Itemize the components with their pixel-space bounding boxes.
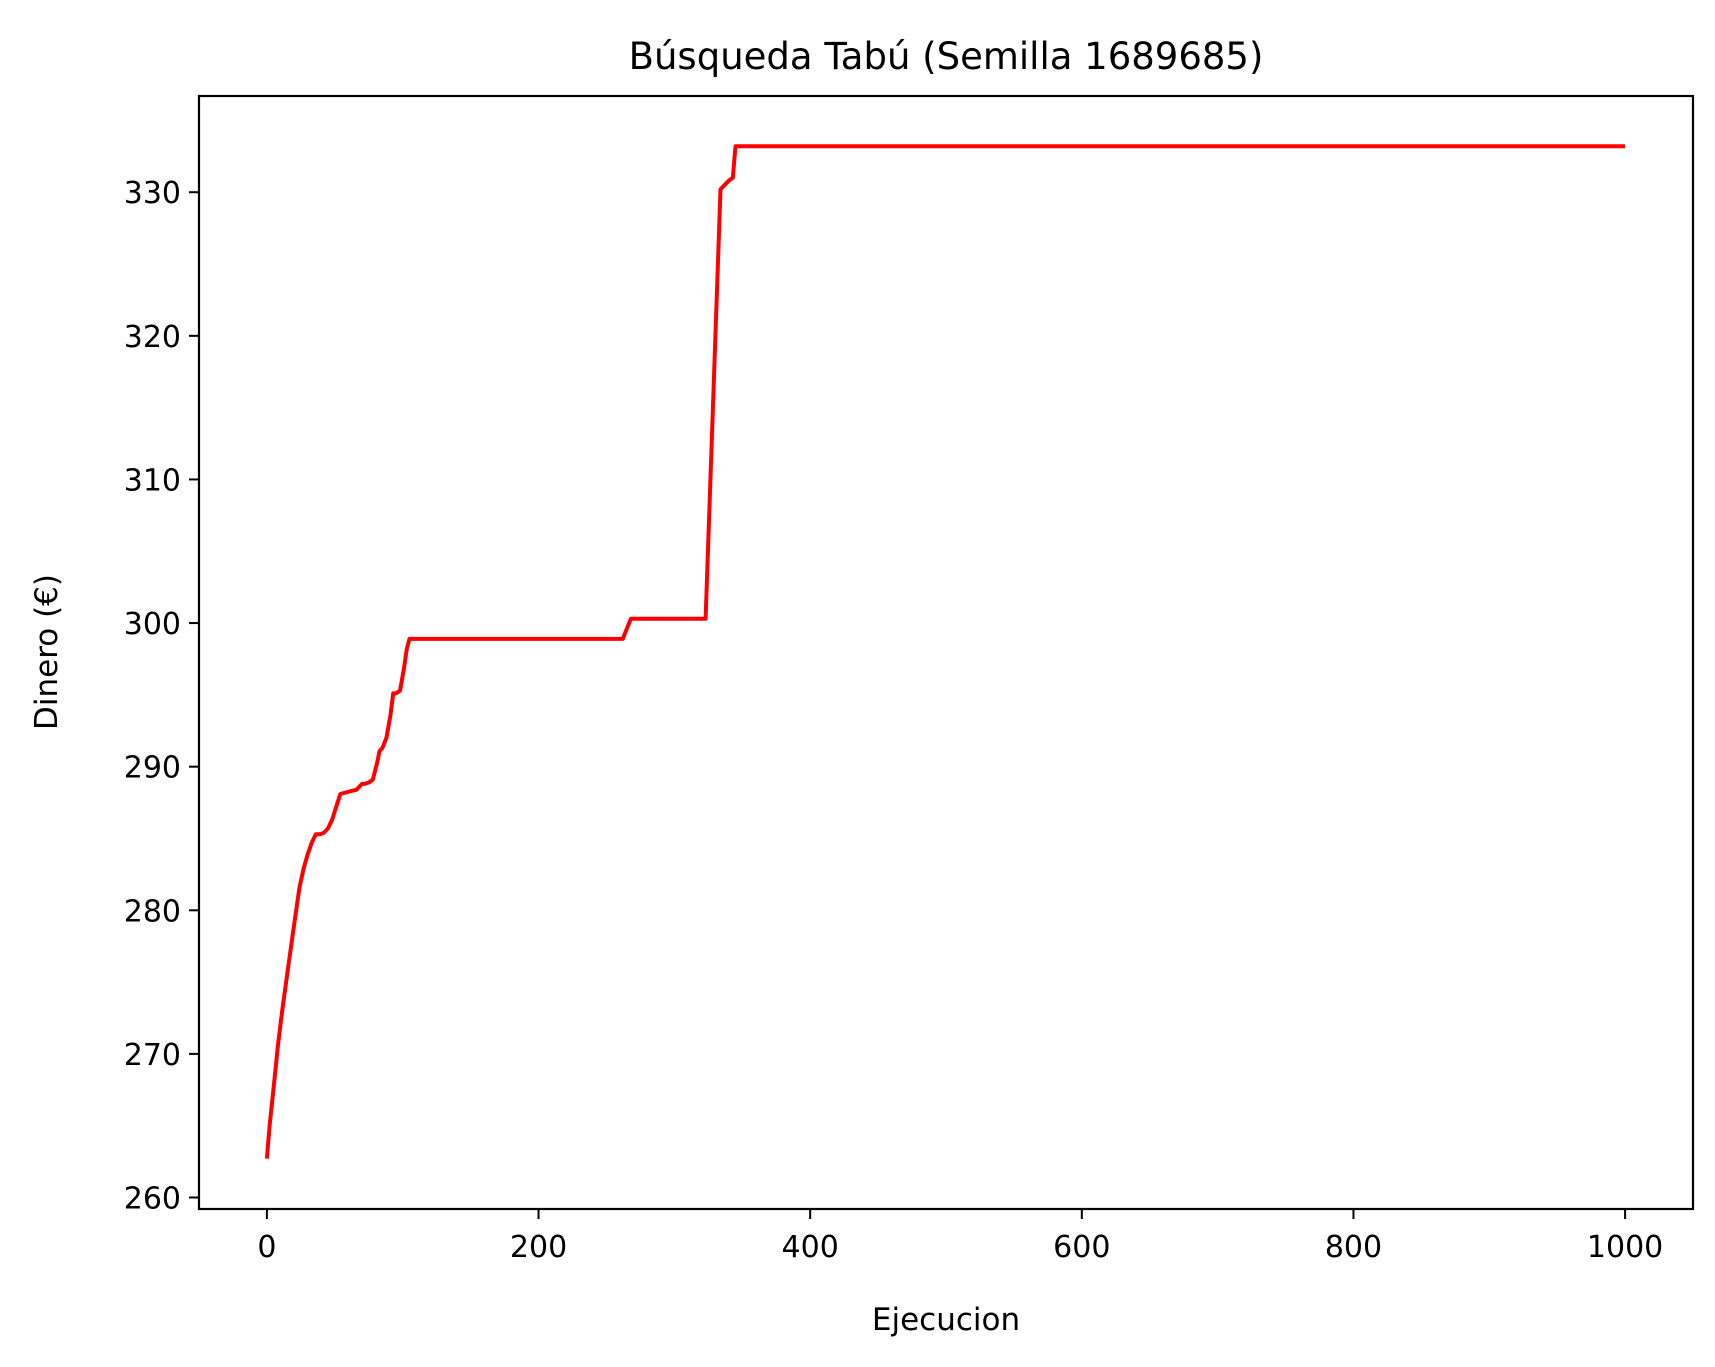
y-tick-label: 320 <box>124 320 181 355</box>
x-tick-label: 400 <box>782 1230 839 1265</box>
x-axis-ticks: 0 200 400 600 800 1000 <box>257 1209 1663 1265</box>
x-axis-label: Ejecucion <box>872 1302 1020 1338</box>
x-tick-label: 0 <box>257 1230 276 1265</box>
series-line-0 <box>264 144 1626 1159</box>
plot-frame <box>197 94 1695 1211</box>
x-tick-label: 600 <box>1053 1230 1110 1265</box>
y-axis-ticks: 260 270 280 290 300 310 320 330 <box>124 176 199 1217</box>
series-layer <box>264 144 1626 1159</box>
x-tick-label: 800 <box>1325 1230 1382 1265</box>
y-tick-label: 270 <box>124 1038 181 1073</box>
y-axis-label: Dinero (€) <box>29 574 65 730</box>
y-tick-label: 260 <box>124 1182 181 1217</box>
y-tick-label: 330 <box>124 176 181 211</box>
y-tick-label: 290 <box>124 751 181 786</box>
chart-title: Búsqueda Tabú (Semilla 1689685) <box>629 35 1264 78</box>
y-tick-label: 280 <box>124 894 181 929</box>
y-tick-label: 310 <box>124 463 181 498</box>
x-tick-label: 200 <box>510 1230 567 1265</box>
x-tick-label: 1000 <box>1587 1230 1663 1265</box>
y-tick-label: 300 <box>124 607 181 642</box>
